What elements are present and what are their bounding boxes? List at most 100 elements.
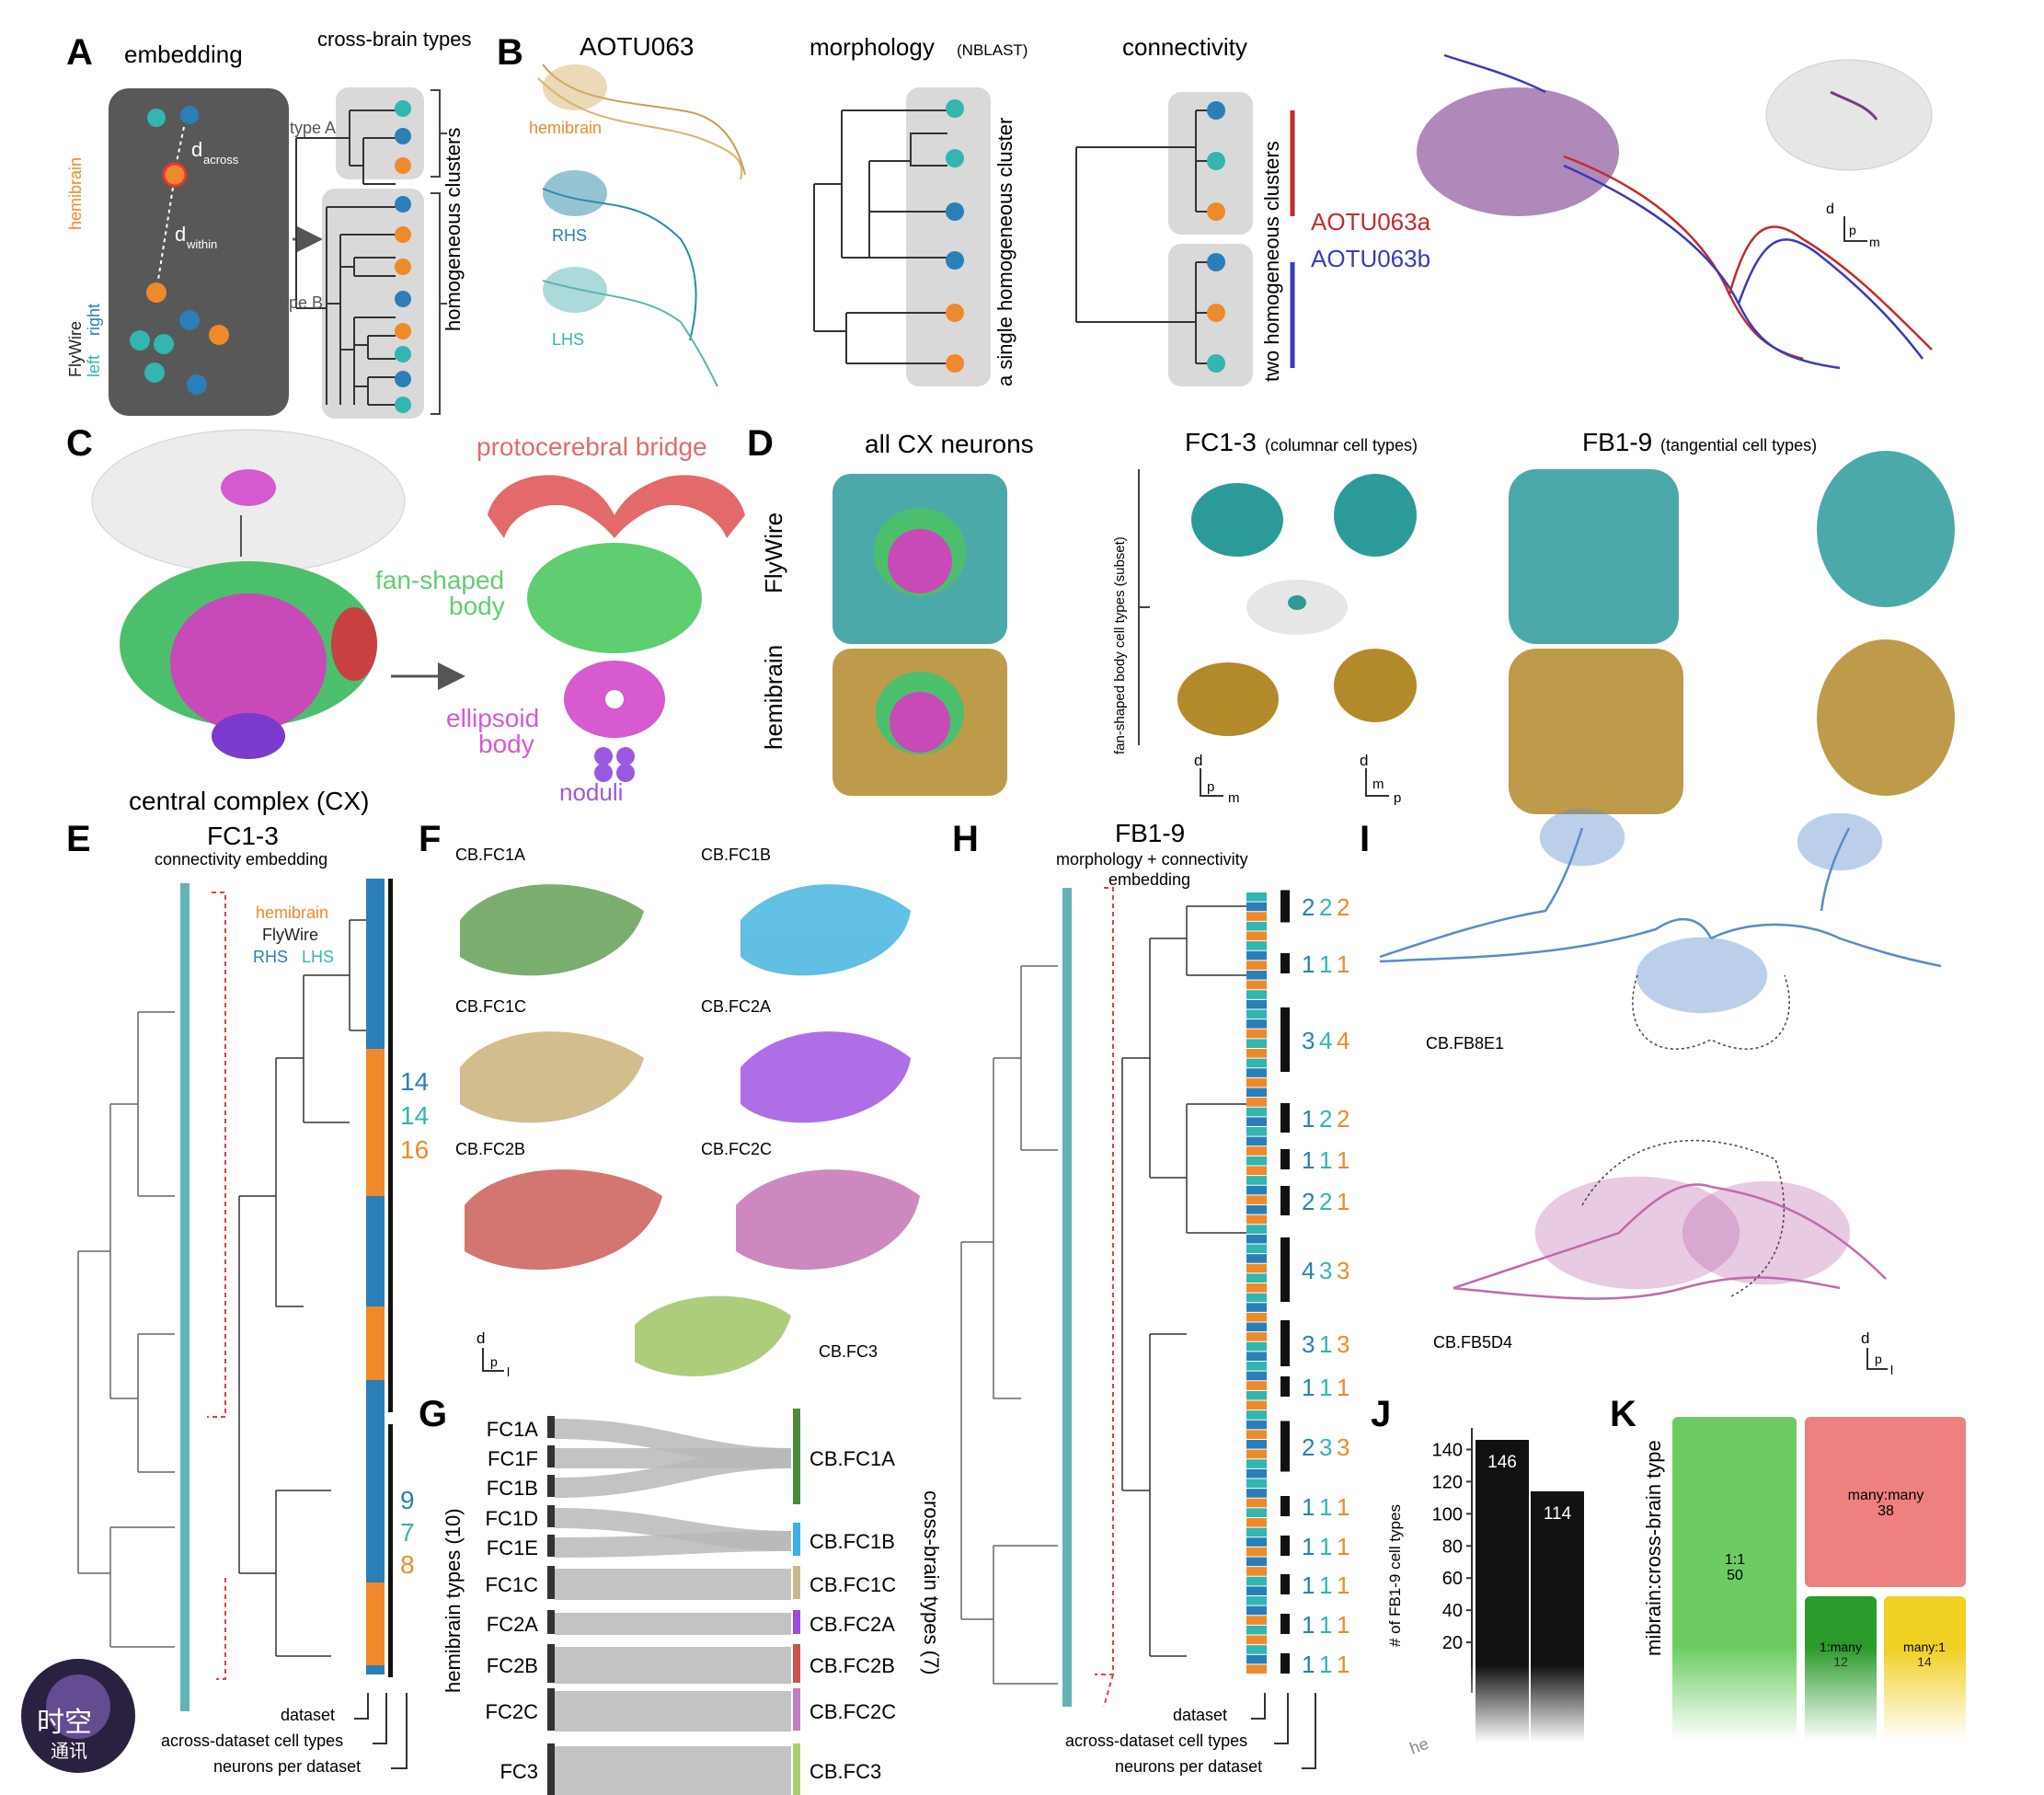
- d-across: d: [191, 138, 202, 161]
- e-legend-lhs: LHS: [302, 948, 334, 966]
- panel-a: A embedding cross-brain types d across d…: [66, 28, 472, 419]
- d-flywire-label: FlyWire: [760, 512, 787, 593]
- h-leaf: [1246, 1019, 1267, 1029]
- g-left-axis: hemibrain types (10): [442, 1508, 465, 1693]
- h-leaf: [1246, 1303, 1267, 1312]
- h-count-digit: 3: [1302, 1027, 1315, 1054]
- h-leaf: [1246, 1166, 1267, 1176]
- panel-b: B AOTU063 hemibrain RHS LHS morphology (…: [497, 32, 1933, 387]
- h-leaf: [1246, 999, 1267, 1009]
- d-within: d: [175, 223, 186, 246]
- h-count-digit: 3: [1337, 1257, 1349, 1284]
- e-dataset-label: dataset: [281, 1706, 335, 1724]
- h-leaf: [1246, 1039, 1267, 1048]
- eb-label-1: ellipsoid: [446, 704, 539, 732]
- h-count-digit: 1: [1337, 1611, 1349, 1639]
- i-axis: d p l: [1861, 1329, 1893, 1377]
- h-count-digit: 1: [1337, 1493, 1349, 1521]
- f-type-2: CB.FC1C: [455, 997, 526, 1016]
- h-leaf: [1246, 1410, 1267, 1420]
- h-count-digit: 2: [1319, 893, 1332, 921]
- clusters-label: homogeneous clusters: [442, 128, 465, 331]
- h-count-digit: 2: [1302, 893, 1315, 921]
- h-leaf: [1246, 1117, 1267, 1126]
- h-leaf: [1246, 1225, 1267, 1234]
- j-yaxis: 20 40 60 80 100 120 140: [1432, 1428, 1473, 1693]
- h-leaf: [1246, 1390, 1267, 1400]
- g-left-node: [547, 1743, 555, 1795]
- h-type-bar: [1280, 1237, 1290, 1302]
- f-type-0: CB.FC1A: [455, 846, 525, 864]
- j-tick-label: 40: [1442, 1601, 1463, 1621]
- g-right-node: [793, 1523, 800, 1556]
- panel-f: F CB.FC1A CB.FC1B CB.FC1C CB.FC2A CB.FC2…: [419, 819, 920, 1379]
- svg-text:p: p: [490, 1354, 498, 1369]
- svg-text:m: m: [1372, 777, 1384, 792]
- g-left-type-label: FC2C: [486, 1700, 539, 1723]
- d-across-sub: across: [203, 153, 239, 167]
- morph-dendrogram: [813, 109, 947, 364]
- j-bar-label: 114: [1544, 1504, 1572, 1524]
- h-leaf: [1246, 1605, 1267, 1616]
- h-type-bar: [1280, 1614, 1290, 1634]
- h-type-bar: [1280, 1103, 1290, 1133]
- f-type-5: CB.FC2C: [701, 1140, 772, 1158]
- h-subtitle-2: embedding: [1108, 870, 1190, 889]
- h-count-digit: 2: [1302, 1188, 1315, 1215]
- e-subtitle: connectivity embedding: [155, 850, 327, 869]
- embedding-box: [109, 88, 289, 416]
- h-leaf: [1246, 1468, 1267, 1479]
- h-leaf: [1246, 1049, 1267, 1058]
- j-tick-label: 20: [1442, 1633, 1463, 1653]
- b-axis: d p m: [1826, 201, 1880, 249]
- g-right-node: [793, 1409, 800, 1504]
- fc-title: FC1-3: [1185, 428, 1257, 456]
- h-leaf: [1246, 1508, 1267, 1517]
- e-title: FC1-3: [207, 822, 279, 850]
- h-leaf: [1246, 961, 1267, 970]
- h-leaf: [1246, 1635, 1267, 1645]
- h-leaf: [1246, 1371, 1267, 1381]
- h-count-digit: 3: [1319, 1433, 1332, 1461]
- g-flow: [555, 1691, 791, 1732]
- panel-j: J # of FB1-9 cell types 20 40 60 80 100 120 14…: [1371, 1394, 1619, 1776]
- b-lhs-label: LHS: [552, 330, 584, 349]
- e-per-label: neurons per dataset: [213, 1757, 361, 1776]
- e-type-bar-2: [388, 1424, 393, 1677]
- panel-c: C central complex (CX) protocerebral bri…: [66, 423, 745, 815]
- fb-schematic: [527, 543, 702, 653]
- h-leaf: [1246, 1185, 1267, 1195]
- h-leaf: [1246, 1068, 1267, 1077]
- h-leaf: [1246, 1596, 1267, 1605]
- flywire-axis-label: FlyWire: [66, 321, 85, 377]
- panel-label-h: H: [952, 819, 979, 859]
- g-left-node: [547, 1566, 555, 1599]
- h-count-digit: 1: [1302, 1611, 1315, 1639]
- h-count-digit: 2: [1319, 1105, 1332, 1133]
- watermark-logo: 时空 通讯: [21, 1659, 135, 1773]
- j-tick-label: 140: [1432, 1440, 1463, 1460]
- two-clusters-label: two homogeneous clusters: [1260, 141, 1283, 382]
- h-count-digit: 1: [1337, 1571, 1349, 1599]
- svg-text:p: p: [1875, 1352, 1882, 1366]
- typeA-label: type A: [290, 119, 336, 137]
- g-left-node: [547, 1475, 555, 1497]
- k-box-many-many-value: 38: [1877, 1503, 1894, 1519]
- h-title: FB1-9: [1115, 819, 1185, 847]
- h-leaf: [1246, 1567, 1267, 1576]
- h-leaf: [1246, 892, 1267, 902]
- aotu-a-label: AOTU063a: [1311, 208, 1431, 236]
- h-leaf: [1246, 1440, 1267, 1449]
- h-leaf: [1246, 1283, 1267, 1293]
- h-leaf: [1246, 1537, 1267, 1547]
- eb-label-2: body: [478, 730, 534, 758]
- pb-schematic: [488, 475, 745, 538]
- j-bar-label: 146: [1487, 1453, 1517, 1472]
- h-leaf: [1246, 1557, 1267, 1567]
- panel-d: D all CX neurons FC1-3 (columnar cell ty…: [747, 423, 1955, 814]
- e-zoom-lines: [207, 892, 226, 1680]
- g-flows: [555, 1419, 791, 1795]
- svg-text:m: m: [1228, 790, 1240, 806]
- g-flow: [555, 1569, 791, 1600]
- cx-label: central complex (CX): [129, 787, 369, 815]
